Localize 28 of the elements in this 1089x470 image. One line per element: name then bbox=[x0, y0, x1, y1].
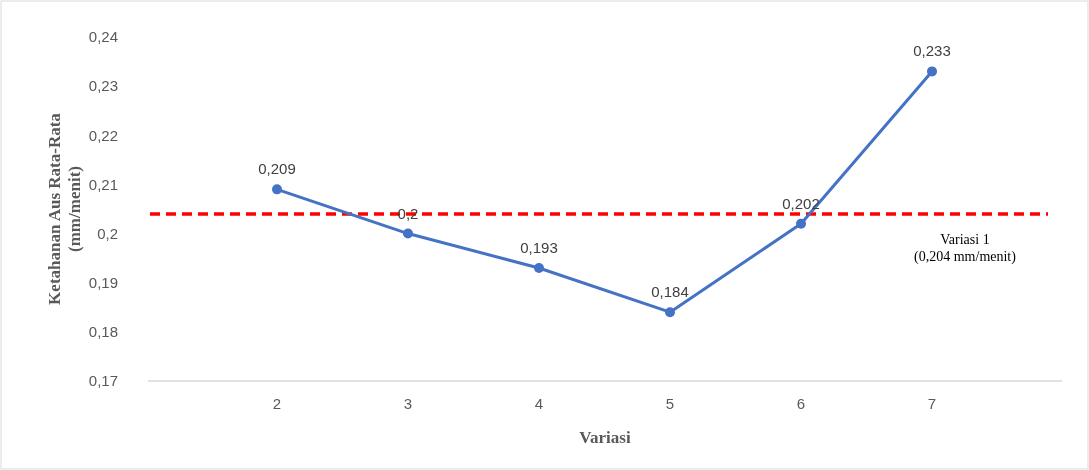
x-tick-label: 4 bbox=[534, 395, 544, 412]
x-tick-label: 5 bbox=[665, 395, 675, 412]
data-label: 0,193 bbox=[520, 238, 558, 256]
y-tick-label: 0,21 bbox=[88, 175, 118, 193]
x-tick-label: 2 bbox=[272, 395, 282, 412]
y-tick-label: 0,19 bbox=[88, 273, 118, 291]
y-tick-label: 0,2 bbox=[97, 224, 118, 242]
point bbox=[403, 228, 413, 239]
data-label: 0,184 bbox=[651, 283, 689, 301]
y-tick-label: 0,23 bbox=[88, 77, 118, 95]
x-tick-label: 7 bbox=[927, 395, 937, 412]
x-axis-title: Variasi bbox=[579, 428, 631, 447]
y-tick-label: 0,22 bbox=[88, 126, 118, 144]
x-tick-label: 3 bbox=[403, 395, 413, 412]
y-tick-label: 0,24 bbox=[88, 28, 118, 46]
ref-line-label: Variasi 1 (0,204 mm/menit) bbox=[914, 231, 1017, 265]
point bbox=[796, 218, 806, 229]
point bbox=[927, 66, 937, 77]
data-label: 0,209 bbox=[258, 160, 296, 178]
data-label: 0,202 bbox=[782, 194, 820, 212]
point bbox=[665, 307, 675, 318]
y-tick-label: 0,17 bbox=[88, 372, 118, 390]
data-label: 0,233 bbox=[913, 42, 951, 60]
y-axis-title: Ketahanan Aus Rata-Rata (mm/menit) bbox=[45, 112, 84, 305]
point bbox=[534, 262, 544, 273]
y-tick-label: 0,18 bbox=[88, 323, 118, 341]
x-tick-label: 6 bbox=[796, 395, 806, 412]
point bbox=[272, 184, 282, 195]
